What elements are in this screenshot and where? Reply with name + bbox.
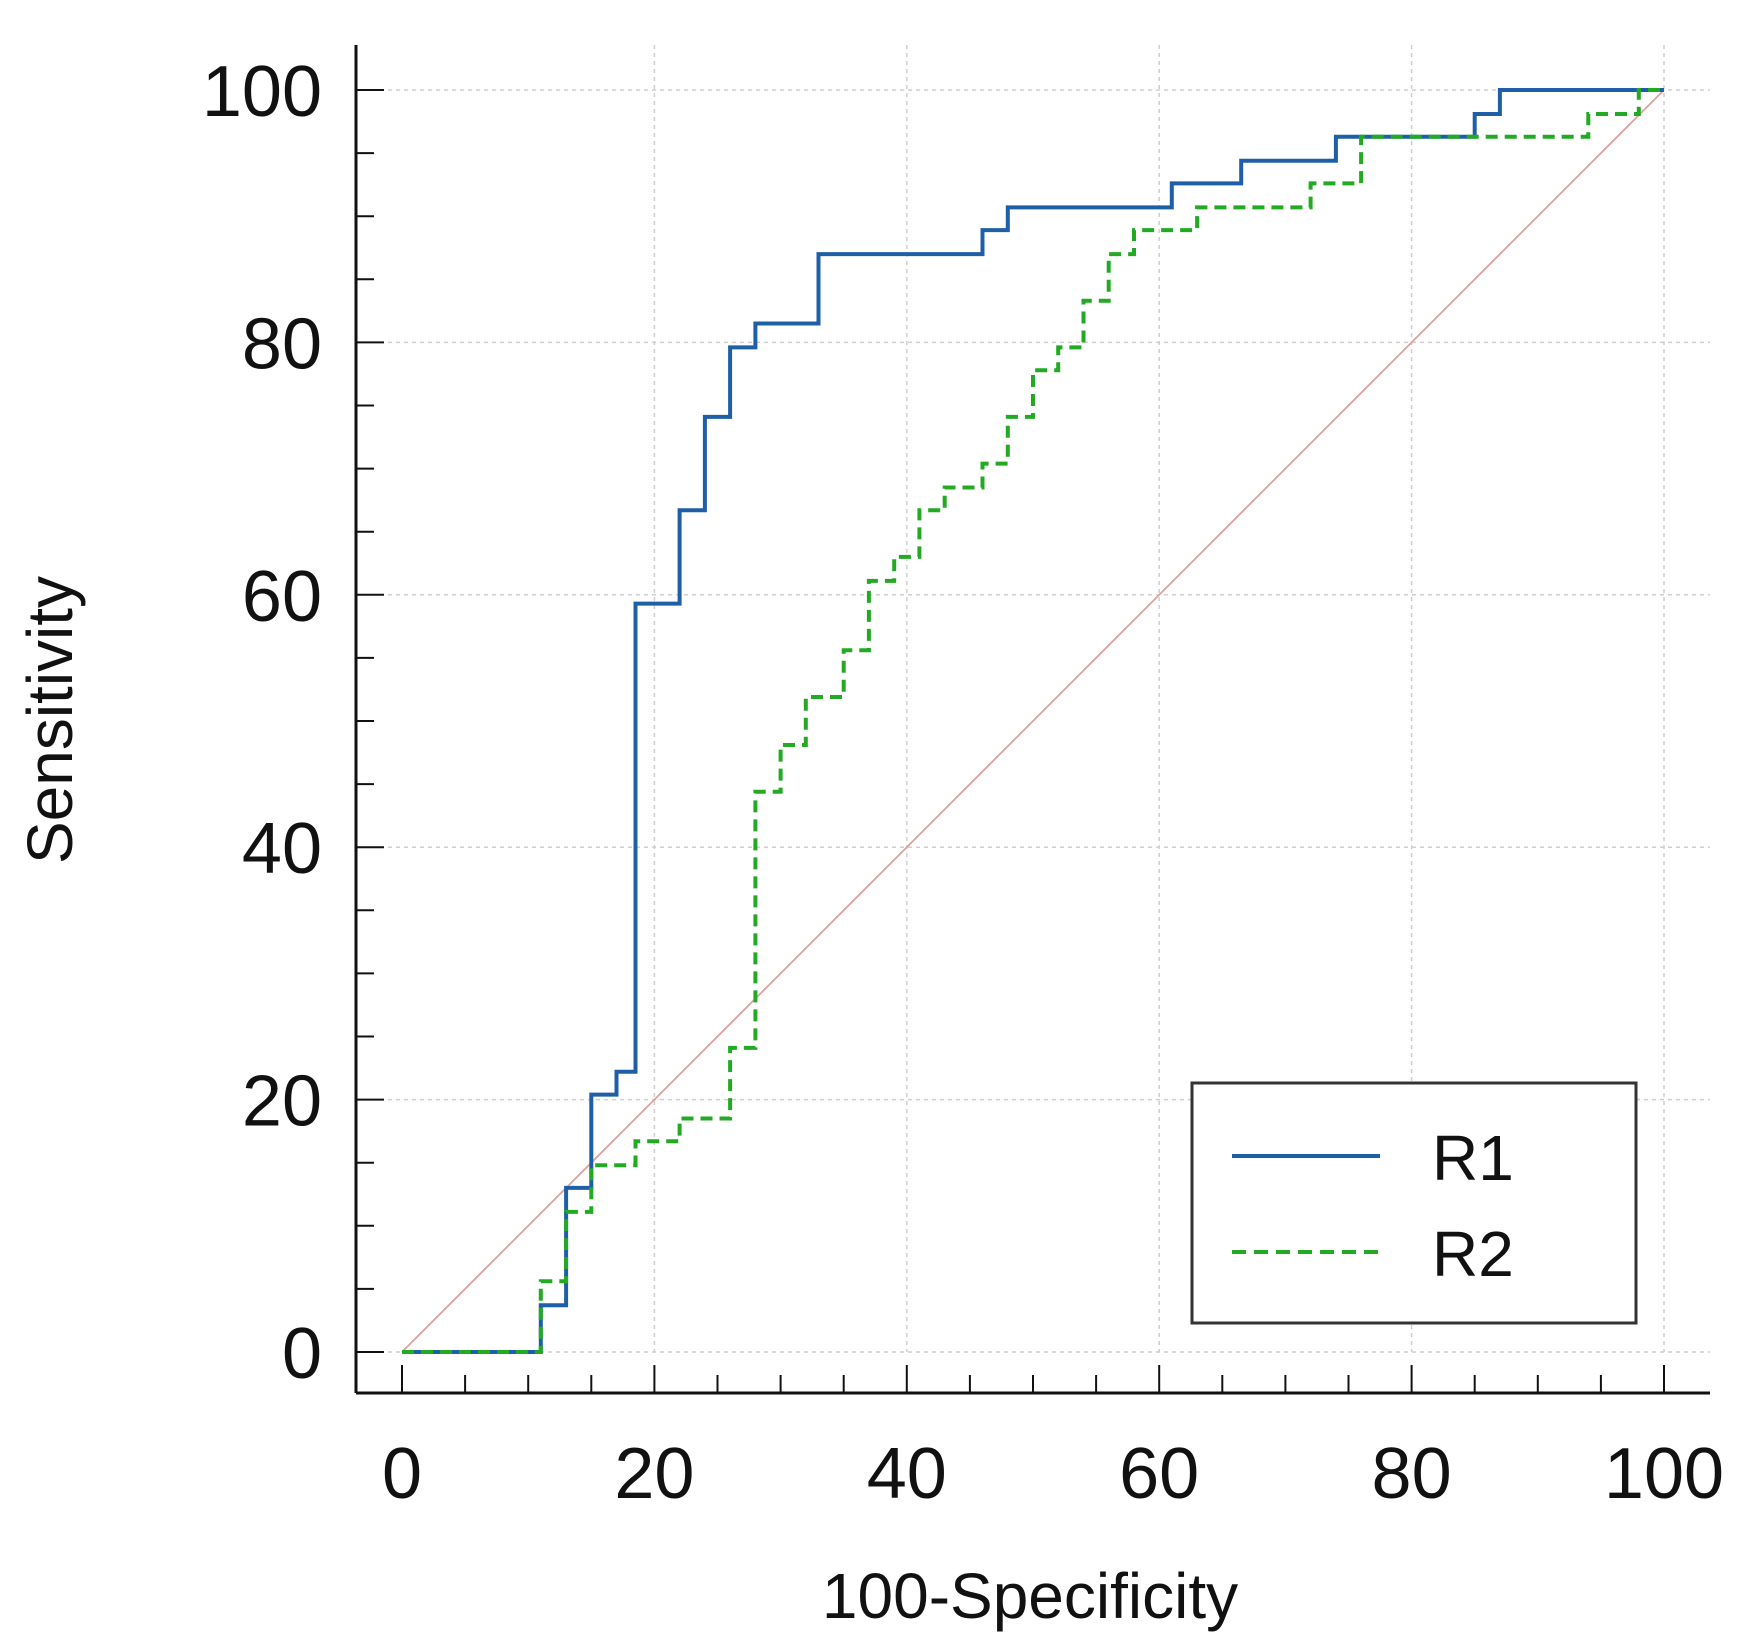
tick-labels: 0 20 40 60 80 100 0 20 40 60 80 100 bbox=[202, 52, 1724, 1514]
y-tick-label-60: 60 bbox=[242, 557, 322, 637]
legend-box bbox=[1190, 1081, 1638, 1325]
legend-label-r1: R1 bbox=[1432, 1122, 1514, 1194]
x-tick-label-20: 20 bbox=[614, 1434, 694, 1514]
x-tick-label-80: 80 bbox=[1372, 1434, 1452, 1514]
y-tick-label-20: 20 bbox=[242, 1062, 322, 1142]
x-tick-label-40: 40 bbox=[867, 1434, 947, 1514]
x-axis-title: 100-Specificity bbox=[822, 1560, 1238, 1632]
series-line-r1 bbox=[402, 88, 1664, 1354]
y-tick-label-100: 100 bbox=[202, 52, 322, 132]
legend: R1 R2 bbox=[1190, 1081, 1638, 1325]
y-tick-label-0: 0 bbox=[282, 1314, 322, 1394]
legend-label-r2: R2 bbox=[1432, 1218, 1514, 1290]
x-tick-label-0: 0 bbox=[382, 1434, 422, 1514]
reference-diagonal-line bbox=[401, 89, 1665, 1353]
x-tick-label-60: 60 bbox=[1119, 1434, 1199, 1514]
axes bbox=[354, 45, 1710, 1395]
x-tick-label-100: 100 bbox=[1604, 1434, 1724, 1514]
y-tick-label-80: 80 bbox=[242, 304, 322, 384]
reference-line-group bbox=[401, 89, 1665, 1353]
y-tick-label-40: 40 bbox=[242, 809, 322, 889]
y-axis-title: Sensitivity bbox=[14, 576, 86, 864]
series-line-r2 bbox=[402, 88, 1664, 1354]
series-group bbox=[402, 88, 1664, 1354]
